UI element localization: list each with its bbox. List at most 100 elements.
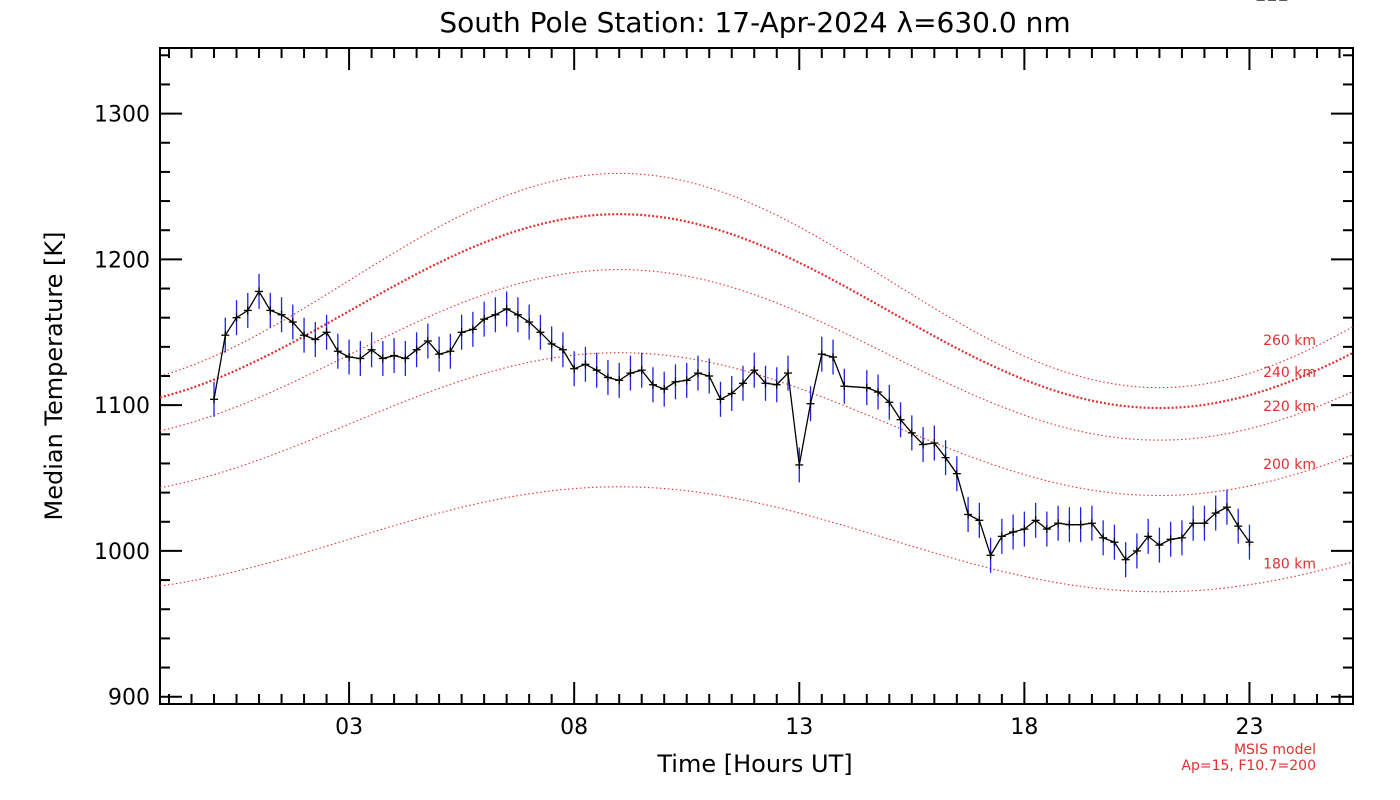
data-point-marker xyxy=(784,369,793,378)
data-point-marker xyxy=(468,325,477,334)
x-tick-label: 18 xyxy=(1010,715,1038,740)
model-note-line-2: Ap=15, F10.7=200 xyxy=(1181,758,1316,774)
model-curve-label: 240 km xyxy=(1263,365,1316,381)
data-point-marker xyxy=(480,315,489,324)
x-tick-label: 13 xyxy=(785,715,813,740)
data-point-marker xyxy=(772,380,781,389)
data-point-marker xyxy=(806,399,815,408)
data-point-marker xyxy=(1031,516,1040,525)
chart-title: South Pole Station: 17-Apr-2024 λ=630.0 … xyxy=(439,6,1070,39)
temperature-line xyxy=(213,290,1251,561)
data-point-marker xyxy=(435,350,444,359)
data-point-marker xyxy=(412,345,421,354)
data-point-marker xyxy=(1245,538,1254,547)
data-point-marker xyxy=(525,318,534,327)
data-point-marker xyxy=(907,428,916,437)
y-axis-label: Median Temperature [K] xyxy=(40,231,68,520)
y-tick-label: 1100 xyxy=(94,394,150,419)
data-point-marker xyxy=(322,328,331,337)
y-tick-label: 1300 xyxy=(94,103,150,128)
data-point-marker xyxy=(997,532,1006,541)
x-tick-label: 03 xyxy=(335,715,363,740)
y-tick-label: 1200 xyxy=(94,248,150,273)
data-point-marker xyxy=(930,439,939,448)
data-point-marker xyxy=(1054,519,1063,528)
data-point-marker xyxy=(367,345,376,354)
data-point-marker xyxy=(1042,525,1051,534)
data-point-marker xyxy=(232,313,241,322)
data-point-marker xyxy=(558,345,567,354)
data-point-marker xyxy=(1009,527,1018,536)
data-point-marker xyxy=(693,369,702,378)
data-point-marker xyxy=(1166,535,1175,544)
data-point-marker xyxy=(1099,533,1108,542)
model-curves: 260 km 240 km 220 km 200 km 180 km xyxy=(159,172,1354,593)
model-curve-label: 200 km xyxy=(1263,457,1316,473)
plot-frame xyxy=(159,47,1354,705)
data-point-marker xyxy=(682,376,691,385)
data-point-marker xyxy=(986,551,995,560)
data-point-marker xyxy=(1200,519,1209,528)
data-point-marker xyxy=(840,382,849,391)
x-axis-label: Time [Hours UT] xyxy=(656,750,852,778)
data-point-marker xyxy=(423,337,432,346)
data-point-marker xyxy=(491,310,500,319)
data-point-marker xyxy=(738,379,747,388)
model-curve xyxy=(159,352,1354,497)
data-point-marker xyxy=(885,398,894,407)
data-point-marker xyxy=(378,354,387,363)
data-point-marker xyxy=(570,364,579,373)
data-point-marker xyxy=(300,331,309,340)
data-point-marker xyxy=(592,366,601,375)
data-point-marker xyxy=(817,350,826,359)
model-curve xyxy=(159,486,1354,593)
data-point-marker xyxy=(727,389,736,398)
data-point-marker xyxy=(1144,532,1153,541)
data-point-marker xyxy=(266,306,275,315)
data-point-marker xyxy=(648,380,657,389)
data-point-marker xyxy=(446,347,455,356)
data-point-marker xyxy=(255,287,264,296)
data-point-marker xyxy=(288,318,297,327)
model-curve xyxy=(159,172,1354,389)
data-point-marker xyxy=(1087,519,1096,528)
y-tick-label: 900 xyxy=(108,686,150,711)
model-curve-label: 180 km xyxy=(1263,557,1316,573)
data-point-marker xyxy=(401,354,410,363)
data-point-marker xyxy=(896,415,905,424)
data-point-marker xyxy=(502,304,511,313)
model-note-line-1: MSIS model xyxy=(1234,742,1316,758)
data-point-marker xyxy=(750,366,759,375)
data-point-marker xyxy=(1132,546,1141,555)
data-point-marker xyxy=(345,353,354,362)
data-point-marker xyxy=(547,339,556,348)
x-tick-label: 23 xyxy=(1235,715,1263,740)
data-point-marker xyxy=(603,373,612,382)
measurement-series xyxy=(210,0,1288,578)
y-tick-label: 1000 xyxy=(94,540,150,565)
data-point-marker xyxy=(952,469,961,478)
data-point-marker xyxy=(919,440,928,449)
x-tick-label: 08 xyxy=(560,715,588,740)
data-point-marker xyxy=(1234,522,1243,531)
data-point-marker xyxy=(1222,503,1231,512)
data-point-marker xyxy=(660,385,669,394)
data-point-marker xyxy=(356,354,365,363)
data-point-marker xyxy=(637,366,646,375)
data-point-marker xyxy=(941,453,950,462)
data-point-marker xyxy=(705,372,714,380)
data-point-marker xyxy=(210,395,219,404)
data-point-marker xyxy=(1211,509,1220,518)
model-curve-label: 220 km xyxy=(1263,399,1316,415)
data-point-marker xyxy=(536,328,545,337)
data-point-marker xyxy=(671,377,680,386)
model-curve xyxy=(159,213,1354,410)
data-point-marker xyxy=(243,306,252,315)
model-curve xyxy=(159,269,1354,441)
data-point-marker xyxy=(1155,541,1164,550)
data-point-marker xyxy=(964,510,973,519)
data-point-marker xyxy=(1177,533,1186,542)
data-point-marker xyxy=(761,379,770,388)
data-point-marker xyxy=(1121,555,1130,564)
data-point-marker xyxy=(1110,538,1119,547)
